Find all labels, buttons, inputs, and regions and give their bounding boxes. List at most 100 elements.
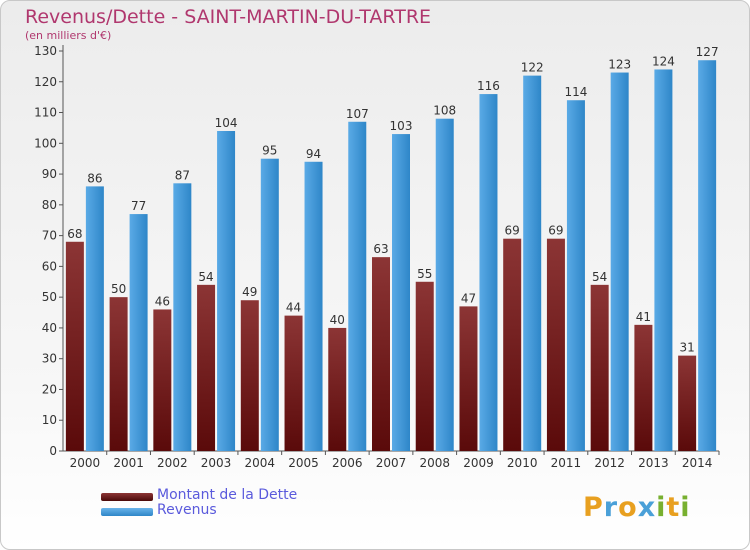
y-tick-label: 70 [42, 229, 57, 243]
y-tick-label: 50 [42, 290, 57, 304]
data-label-revenue: 95 [262, 144, 277, 158]
bar-revenue [392, 134, 410, 452]
data-label-revenue: 114 [564, 85, 587, 99]
x-tick-label: 2012 [594, 456, 625, 470]
bar-revenue [173, 183, 192, 452]
data-label-debt: 63 [373, 242, 388, 256]
y-tick-label: 40 [42, 321, 57, 335]
x-tick-label: 2014 [682, 456, 713, 470]
logo-letter: i [680, 492, 691, 523]
data-label-revenue: 103 [390, 119, 413, 133]
data-label-revenue: 127 [696, 45, 719, 59]
chart-data-labels: 68 86 50 77 46 87 54 104 49 95 44 94 40 107 63 103 55 108… [67, 45, 718, 354]
bar-debt [634, 324, 653, 451]
data-label-revenue: 86 [87, 171, 102, 185]
x-tick-label: 2003 [201, 456, 232, 470]
chart-axes: 0 10 20 30 40 50 60 70 80 90 100 110 120 130 2000 2001 2… [34, 44, 720, 470]
chart-subtitle: (en milliers d'€) [25, 29, 112, 42]
x-tick-label: 2008 [419, 456, 450, 470]
data-label-debt: 31 [679, 341, 694, 355]
legend-swatch-revenue [101, 508, 153, 516]
y-tick-label: 90 [42, 167, 57, 181]
bar-debt [240, 300, 259, 451]
data-label-revenue: 116 [477, 79, 500, 93]
x-tick-label: 2009 [463, 456, 494, 470]
y-tick-label: 30 [42, 352, 57, 366]
y-tick-label: 110 [34, 106, 57, 120]
data-label-debt: 46 [155, 294, 170, 308]
y-tick-label: 80 [42, 198, 57, 212]
x-tick-label: 2013 [638, 456, 669, 470]
x-tick-label: 2002 [157, 456, 188, 470]
bar-debt [65, 241, 84, 451]
bar-debt [459, 306, 478, 451]
bar-revenue [479, 94, 498, 452]
bar-debt [546, 238, 565, 451]
data-label-revenue: 108 [433, 104, 456, 118]
bar-revenue [435, 118, 454, 451]
data-label-debt: 41 [636, 310, 651, 324]
bar-revenue [129, 214, 148, 451]
chart-title: Revenus/Dette - SAINT-MARTIN-DU-TARTRE [25, 6, 432, 28]
logo-letter: P [583, 492, 604, 523]
data-label-debt: 68 [67, 227, 82, 241]
bar-debt [109, 297, 128, 451]
data-label-revenue: 122 [521, 61, 544, 75]
bar-debt [197, 284, 216, 451]
data-label-debt: 69 [505, 224, 520, 238]
chart-bars [65, 60, 717, 452]
data-label-debt: 55 [417, 267, 432, 281]
data-label-revenue: 123 [608, 58, 631, 72]
legend-label-revenue: Revenus [157, 502, 217, 518]
bar-revenue [348, 121, 367, 452]
logo-letter: i [656, 492, 667, 523]
bar-debt [153, 309, 172, 451]
x-tick-label: 2007 [376, 456, 407, 470]
x-tick-label: 2010 [507, 456, 538, 470]
bar-debt [590, 284, 609, 451]
y-tick-label: 60 [42, 259, 57, 273]
y-tick-label: 10 [42, 413, 57, 427]
bar-revenue [304, 161, 323, 451]
logo-letter: x [637, 492, 657, 523]
bar-debt [372, 257, 390, 451]
logo-letter: r [603, 492, 619, 523]
y-tick-label: 100 [34, 136, 57, 150]
data-label-debt: 44 [286, 301, 301, 315]
y-tick-label: 120 [34, 75, 57, 89]
bar-revenue [698, 60, 717, 451]
y-tick-label: 0 [49, 444, 57, 458]
proxiti-logo: Proxiti [583, 492, 691, 523]
data-label-revenue: 107 [346, 107, 369, 121]
bar-debt [284, 315, 303, 451]
data-label-revenue: 124 [652, 54, 675, 68]
bar-revenue [566, 100, 585, 451]
data-label-debt: 50 [111, 282, 126, 296]
x-tick-label: 2000 [70, 456, 101, 470]
data-label-revenue: 104 [215, 116, 238, 130]
bar-revenue [610, 72, 629, 452]
logo-letter: o [618, 492, 638, 523]
bar-revenue [523, 75, 542, 451]
x-tick-label: 2004 [245, 456, 276, 470]
bar-revenue [260, 158, 279, 451]
x-tick-label: 2011 [551, 456, 582, 470]
x-tick-label: 2001 [113, 456, 144, 470]
x-tick-label: 2005 [288, 456, 319, 470]
data-label-debt: 54 [198, 270, 213, 284]
bar-debt [503, 238, 522, 451]
data-label-debt: 47 [461, 291, 476, 305]
data-label-debt: 40 [330, 313, 345, 327]
bar-revenue [85, 186, 104, 451]
bar-revenue [654, 69, 673, 451]
bar-debt [328, 327, 347, 451]
y-tick-label: 20 [42, 382, 57, 396]
bar-debt [678, 355, 697, 451]
logo-letter: t [666, 492, 681, 523]
data-label-revenue: 94 [306, 147, 321, 161]
bar-revenue [217, 131, 236, 451]
data-label-revenue: 77 [131, 199, 146, 213]
legend-label-debt: Montant de la Dette [157, 487, 298, 503]
